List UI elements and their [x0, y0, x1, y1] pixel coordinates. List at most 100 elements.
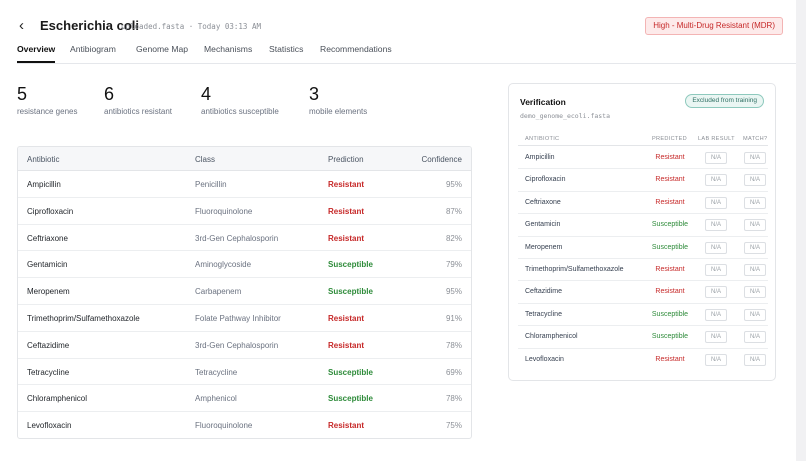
table-row: Meropenem Carbapenem Susceptible 95%	[18, 278, 471, 305]
table-row: Gentamicin Aminoglycoside Susceptible 79%	[18, 251, 471, 279]
lab-result-field[interactable]: N/A	[705, 196, 727, 209]
match-field[interactable]: N/A	[744, 263, 766, 276]
antibiotic-class: Penicillin	[195, 180, 227, 189]
stat-label: antibiotics resistant	[104, 107, 173, 116]
antibiotic-name: Gentamicin	[525, 221, 561, 229]
antibiotic-name: Meropenem	[27, 287, 70, 297]
stat-antibiotics-susceptible: 4 antibiotics susceptible	[201, 84, 279, 116]
antibiotic-name: Gentamicin	[27, 260, 68, 270]
predicted-value: Resistant	[655, 154, 685, 161]
page-header: ‹ Escherichia coli uploaded.fasta · Toda…	[17, 12, 787, 40]
antibiotic-name: Ceftriaxone	[27, 233, 68, 243]
lab-result-field[interactable]: N/A	[705, 331, 727, 344]
antibiotic-name: Trimethoprim/Sulfamethoxazole	[525, 265, 624, 273]
match-field[interactable]: N/A	[744, 286, 766, 299]
vcol-lab-result: LAB RESULT	[698, 136, 735, 142]
stat-resistance-genes: 5 resistance genes	[17, 84, 77, 116]
stat-value: 4	[201, 84, 212, 104]
lab-result-field[interactable]: N/A	[705, 174, 727, 187]
antibiotic-class: Carbapenem	[195, 287, 242, 297]
lab-result-field[interactable]: N/A	[705, 286, 727, 299]
confidence-value: 95%	[445, 287, 462, 297]
confidence-value: 75%	[445, 421, 462, 431]
confidence-value: 95%	[445, 180, 462, 189]
lab-result-field[interactable]: N/A	[705, 353, 727, 366]
antibiotic-name: Ceftazidime	[525, 288, 562, 296]
predicted-value: Susceptible	[651, 243, 689, 251]
verification-row: Tetracycline Susceptible N/A N/A	[518, 304, 768, 327]
match-field[interactable]: N/A	[744, 331, 766, 344]
prediction-value: Susceptible	[328, 287, 373, 297]
confidence-value: 78%	[445, 394, 462, 404]
confidence-value: 79%	[445, 260, 462, 270]
antibiotic-name: Tetracycline	[27, 367, 70, 377]
match-field[interactable]: N/A	[744, 241, 766, 254]
antibiotic-name: Chloramphenicol	[27, 394, 88, 404]
tab-recommendations[interactable]: Recommendations	[320, 44, 392, 54]
table-row: Levofloxacin Fluoroquinolone Resistant 75%	[18, 412, 471, 438]
antibiotic-class: Amphenicol	[195, 394, 237, 404]
match-field[interactable]: N/A	[744, 152, 766, 164]
tab-mechanisms[interactable]: Mechanisms	[204, 44, 253, 54]
antibiotic-prediction-table: Antibiotic Class Prediction Confidence A…	[17, 146, 472, 439]
lab-result-field[interactable]: N/A	[705, 241, 727, 254]
stat-label: mobile elements	[309, 107, 368, 116]
antibiotic-class: Folate Pathway Inhibitor	[195, 313, 281, 323]
prediction-value: Resistant	[328, 421, 365, 431]
match-field[interactable]: N/A	[744, 174, 766, 187]
predicted-value: Resistant	[655, 288, 685, 296]
antibiotic-name: Ampicillin	[27, 180, 61, 189]
antibiotic-name: Tetracycline	[525, 310, 562, 318]
antibiotic-class: Aminoglycoside	[195, 260, 252, 270]
antibiotic-name: Levofloxacin	[27, 421, 72, 431]
antibiotic-name: Ceftriaxone	[525, 198, 561, 206]
verification-row: Ceftazidime Resistant N/A N/A	[518, 281, 768, 304]
excluded-badge: Excluded from training	[685, 94, 764, 108]
match-field[interactable]: N/A	[744, 308, 766, 321]
prediction-value: Resistant	[328, 206, 365, 216]
tab-antibiogram[interactable]: Antibiogram	[70, 44, 116, 54]
prediction-value: Resistant	[328, 233, 365, 243]
verification-row: Ampicillin Resistant N/A N/A	[518, 147, 768, 170]
stat-label: antibiotics susceptible	[201, 107, 279, 116]
tab-statistics[interactable]: Statistics	[269, 44, 304, 54]
table-row: Ciprofloxacin Fluoroquinolone Resistant 87%	[18, 198, 471, 225]
match-field[interactable]: N/A	[744, 196, 766, 209]
scrollbar-track[interactable]	[796, 0, 806, 461]
prediction-value: Resistant	[328, 340, 365, 350]
antibiotic-name: Ciprofloxacin	[27, 206, 74, 216]
antibiotic-name: Levofloxacin	[525, 355, 564, 363]
table-row: Chloramphenicol Amphenicol Susceptible 78%	[18, 385, 471, 413]
match-field[interactable]: N/A	[744, 219, 766, 232]
table-header: Antibiotic Class Prediction Confidence	[18, 147, 471, 171]
antibiotic-name: Ampicillin	[525, 154, 555, 161]
back-chevron-icon[interactable]: ‹	[19, 17, 24, 34]
verification-header: ANTIBIOTIC PREDICTED LAB RESULT MATCH?	[518, 134, 768, 146]
lab-result-field[interactable]: N/A	[705, 219, 727, 232]
prediction-value: Susceptible	[328, 367, 373, 377]
lab-result-field[interactable]: N/A	[705, 308, 727, 321]
col-class: Class	[195, 155, 216, 164]
predicted-value: Resistant	[655, 198, 685, 206]
predicted-value: Resistant	[655, 176, 685, 184]
lab-result-field[interactable]: N/A	[705, 152, 727, 164]
verification-row: Meropenem Susceptible N/A N/A	[518, 237, 768, 259]
match-field[interactable]: N/A	[744, 353, 766, 366]
stat-value: 6	[104, 84, 115, 104]
predicted-value: Susceptible	[651, 221, 689, 229]
verification-row: Ciprofloxacin Resistant N/A N/A	[518, 169, 768, 192]
antibiotic-class: Fluoroquinolone	[195, 421, 253, 431]
col-antibiotic: Antibiotic	[27, 155, 60, 164]
tab-bar: Overview Antibiogram Genome Map Mechanis…	[17, 42, 796, 64]
prediction-value: Resistant	[328, 180, 365, 189]
stat-value: 5	[17, 84, 28, 104]
verification-row: Ceftriaxone Resistant N/A N/A	[518, 192, 768, 215]
tab-genome-map[interactable]: Genome Map	[136, 44, 189, 54]
table-row: Ceftazidime 3rd-Gen Cephalosporin Resistan…	[18, 332, 471, 359]
lab-result-field[interactable]: N/A	[705, 263, 727, 276]
upload-info: uploaded.fasta · Today 03:13 AM	[121, 22, 261, 31]
table-row: Ampicillin Penicillin Resistant 95%	[18, 171, 471, 198]
verification-row: Trimethoprim/Sulfamethoxazole Resistant N/…	[518, 259, 768, 282]
tab-overview[interactable]: Overview	[17, 44, 56, 63]
verification-panel: Verification demo_genome_ecoli.fasta Exc…	[508, 83, 776, 381]
